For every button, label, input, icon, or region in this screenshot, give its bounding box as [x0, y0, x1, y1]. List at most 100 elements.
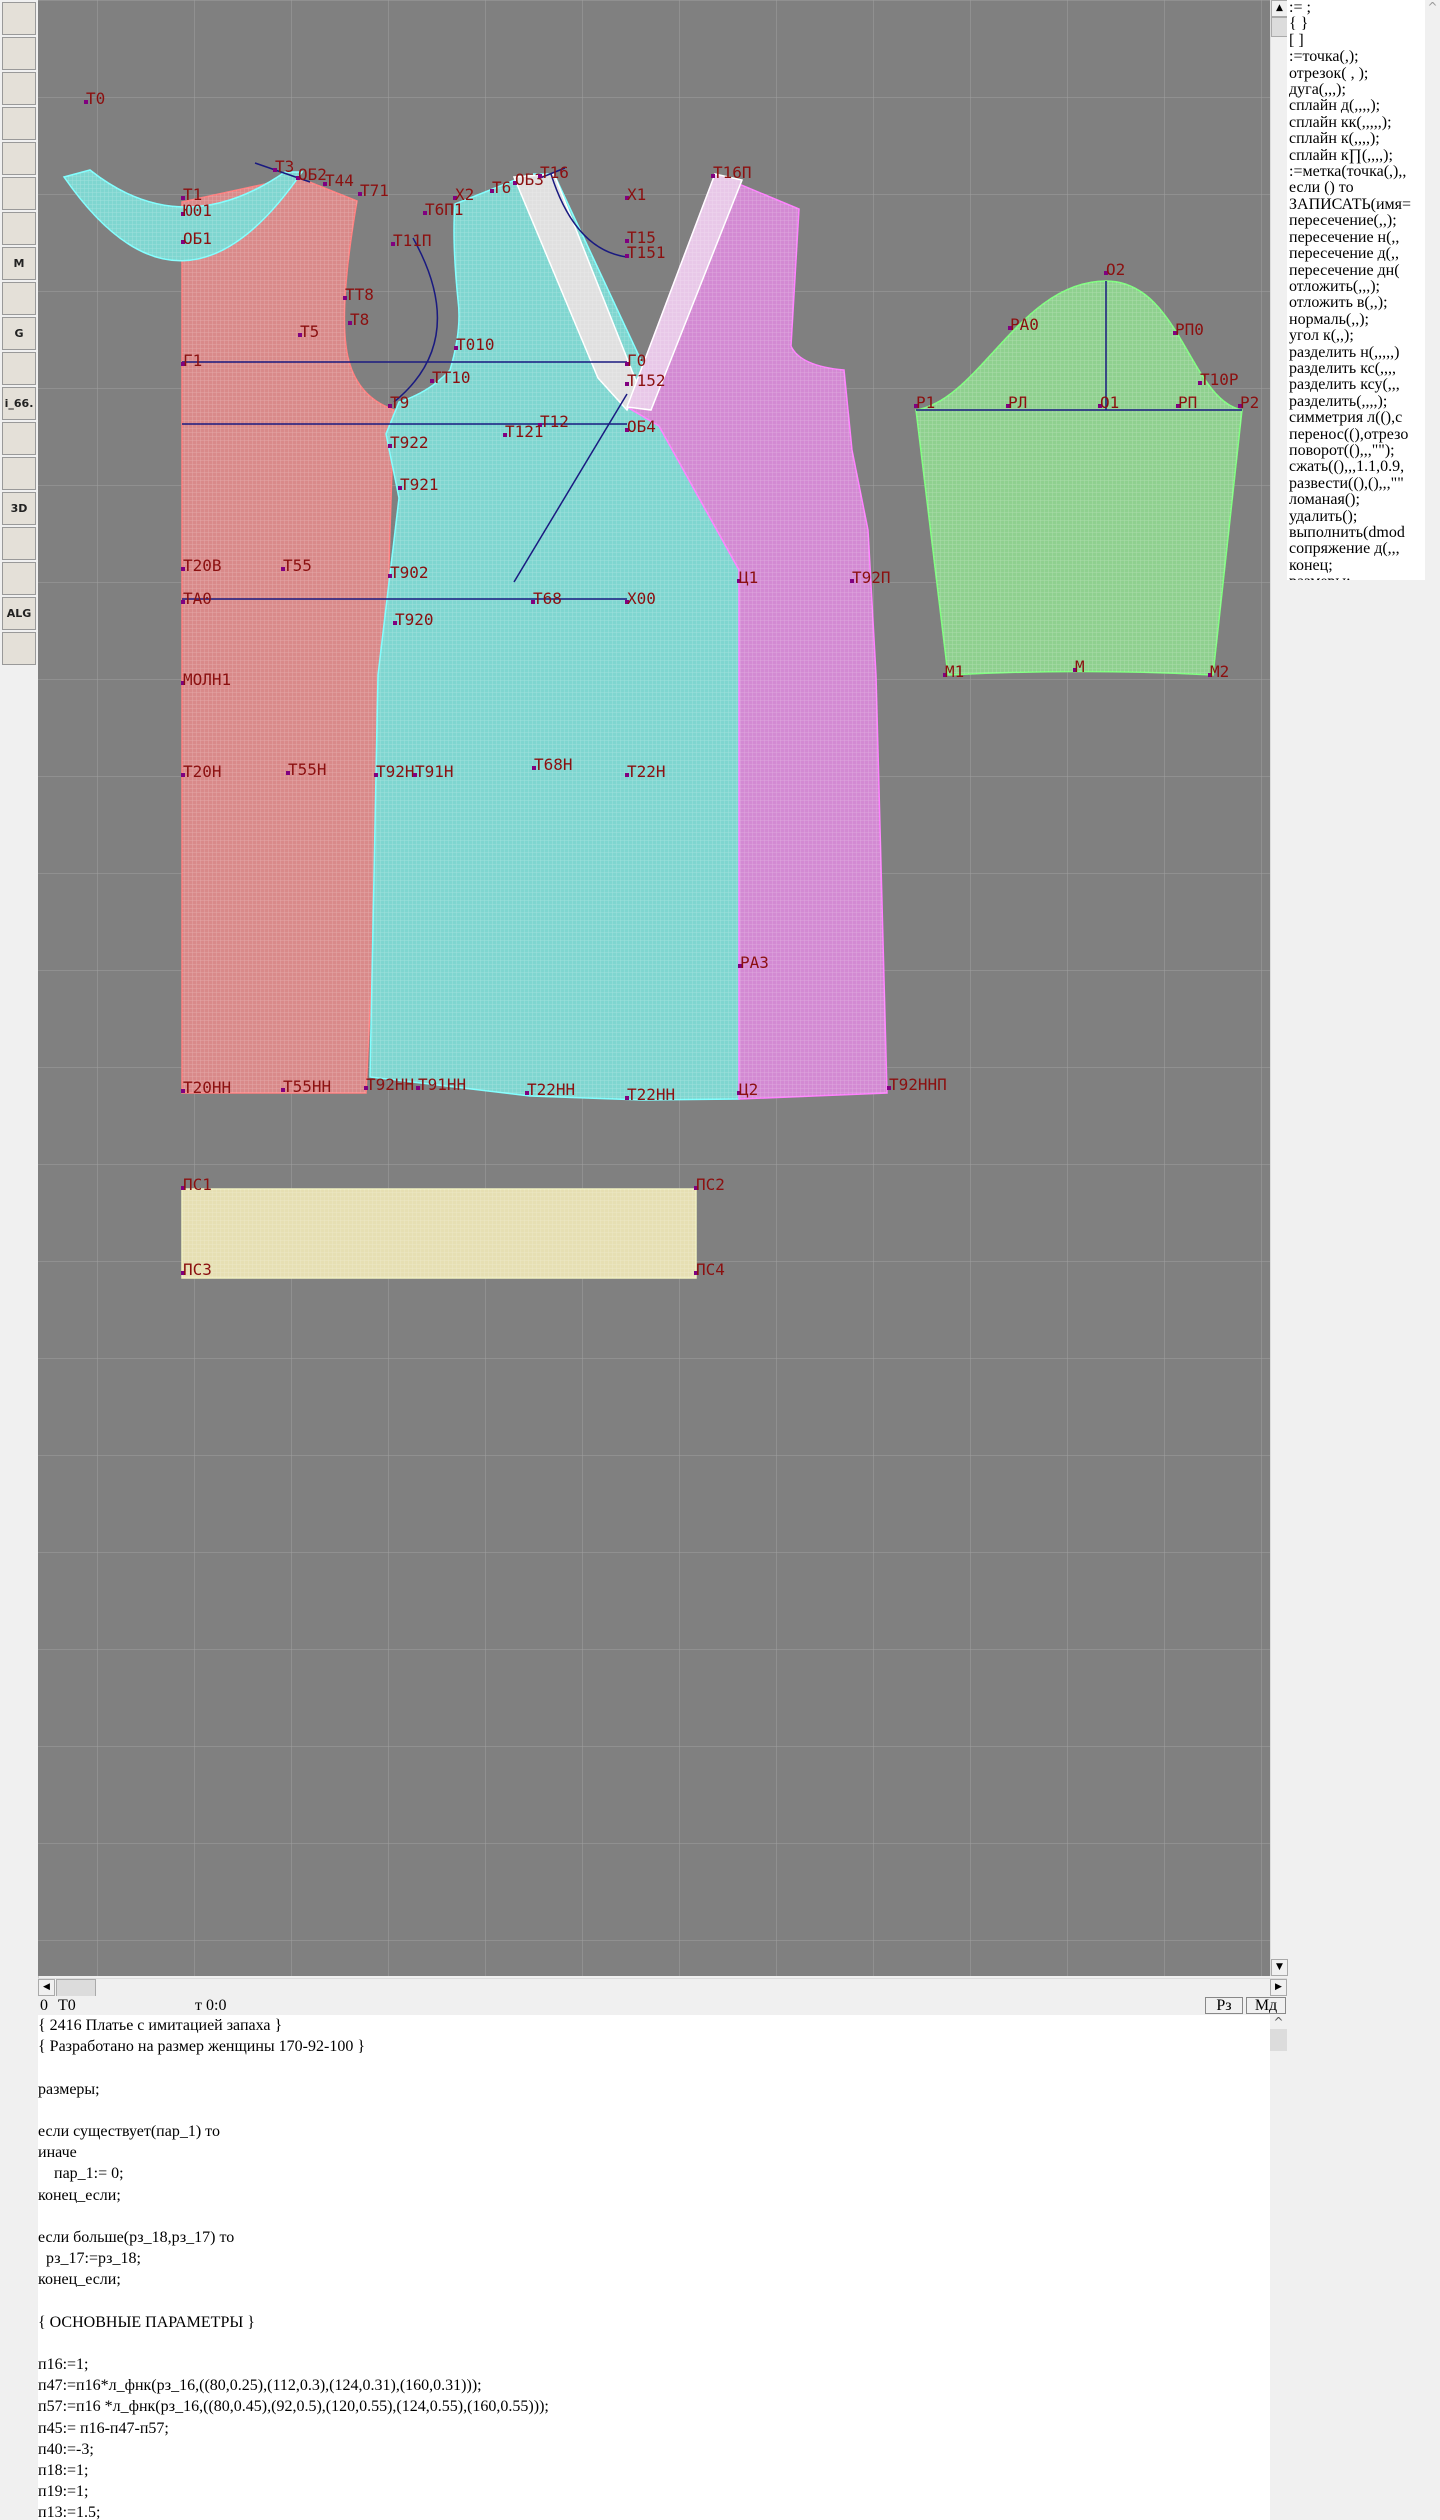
point-marker[interactable] [181, 212, 185, 216]
point-marker[interactable] [181, 600, 185, 604]
command-list[interactable]: := ;{ }[ ]:=точка(,); отрезок( , ); дуга(,… [1287, 0, 1425, 580]
point-marker[interactable] [181, 1271, 185, 1275]
compass-icon[interactable] [2, 282, 36, 315]
command-item[interactable]: ЗАПИСАТЬ(имя= [1289, 195, 1412, 213]
command-item[interactable]: поворот((),,,""); [1289, 441, 1395, 459]
model-button[interactable]: Мд [1246, 1997, 1286, 2014]
scroll-thumb[interactable] [56, 1979, 96, 1997]
point-marker[interactable] [388, 404, 392, 408]
point-marker[interactable] [532, 766, 536, 770]
point-marker[interactable] [1208, 673, 1212, 677]
code-editor[interactable]: { 2416 Платье с имитацией запаха } { Разр… [38, 2015, 1270, 2520]
command-item[interactable]: пересечение д(,, [1289, 245, 1400, 263]
front-side-piece[interactable] [627, 174, 887, 1099]
command-item[interactable]: отложить в(,,); [1289, 294, 1388, 312]
point-marker[interactable] [181, 567, 185, 571]
command-item[interactable]: перенос((),отрезо [1289, 425, 1409, 443]
command-item[interactable]: разделить(,,,,); [1289, 392, 1388, 410]
scroll-left-arrow[interactable]: ◀ [38, 1979, 55, 1996]
point-marker[interactable] [423, 211, 427, 215]
point-marker[interactable] [738, 964, 742, 968]
point-marker[interactable] [286, 771, 290, 775]
point-marker[interactable] [181, 681, 185, 685]
algorithm-icon[interactable]: ALG [2, 597, 36, 630]
point-marker[interactable] [1198, 381, 1202, 385]
point-marker[interactable] [625, 196, 629, 200]
canvas-horizontal-scrollbar[interactable]: ◀ ▶ [38, 1978, 1287, 1997]
command-item[interactable]: := ; [1289, 0, 1311, 16]
point-marker[interactable] [181, 1186, 185, 1190]
point-marker[interactable] [694, 1186, 698, 1190]
command-item[interactable]: сплайн кк(,,,,,); [1289, 113, 1392, 131]
point-marker[interactable] [181, 773, 185, 777]
point-marker[interactable] [413, 773, 417, 777]
point-marker[interactable] [181, 196, 185, 200]
point-marker[interactable] [625, 382, 629, 386]
point-marker[interactable] [181, 362, 185, 366]
command-item[interactable]: удалить(); [1289, 507, 1358, 525]
command-item[interactable]: разделить ксу(,,, [1289, 376, 1400, 394]
command-item[interactable]: [ ] [1289, 31, 1304, 49]
point-marker[interactable] [525, 1091, 529, 1095]
point-marker[interactable] [513, 181, 517, 185]
chevron-up-icon[interactable]: ^ [1273, 2015, 1284, 2029]
segment-icon[interactable] [2, 142, 36, 175]
point-marker[interactable] [430, 379, 434, 383]
point-marker[interactable] [391, 242, 395, 246]
command-item[interactable]: сплайн к(,,,,); [1289, 130, 1380, 148]
point-marker[interactable] [737, 1091, 741, 1095]
command-item[interactable]: пересечение(,,); [1289, 212, 1397, 230]
point-marker[interactable] [374, 773, 378, 777]
command-item[interactable]: симметрия л((),с [1289, 409, 1403, 427]
point-marker[interactable] [388, 444, 392, 448]
command-item[interactable]: если () то [1289, 179, 1354, 197]
grading-g-icon[interactable]: G [2, 317, 36, 350]
books-icon[interactable] [2, 562, 36, 595]
point-marker[interactable] [416, 1086, 420, 1090]
point-marker[interactable] [323, 182, 327, 186]
command-item[interactable]: ломаная(); [1289, 491, 1360, 509]
command-list-scrollbar[interactable]: ^ [1425, 0, 1440, 1976]
point-marker[interactable] [453, 196, 457, 200]
code-scrollbar[interactable]: ^ [1270, 2015, 1287, 2520]
command-item[interactable]: развести((),(),,,"" [1289, 474, 1404, 492]
sleeve-piece[interactable] [916, 281, 1242, 675]
pattern-m-icon[interactable]: M [2, 247, 36, 280]
point-marker[interactable] [625, 773, 629, 777]
command-item[interactable]: отложить(,,,); [1289, 277, 1380, 295]
scroll-down-arrow[interactable]: ▼ [1271, 1959, 1288, 1976]
point-marker[interactable] [490, 189, 494, 193]
command-item[interactable]: нормаль(,,); [1289, 310, 1369, 328]
belt-piece[interactable] [182, 1189, 696, 1278]
layout-icon[interactable] [2, 177, 36, 210]
point-marker[interactable] [358, 192, 362, 196]
point-marker[interactable] [273, 168, 277, 172]
command-item[interactable]: :=метка(точка(,),, [1289, 163, 1407, 181]
scroll-right-arrow[interactable]: ▶ [1270, 1979, 1287, 1996]
point-marker[interactable] [181, 240, 185, 244]
point-marker[interactable] [531, 600, 535, 604]
command-item[interactable]: { } [1289, 15, 1309, 33]
point-marker[interactable] [388, 574, 392, 578]
point-marker[interactable] [281, 1088, 285, 1092]
command-item[interactable]: пересечение н(,, [1289, 228, 1400, 246]
point-marker[interactable] [1238, 404, 1242, 408]
point-marker[interactable] [625, 239, 629, 243]
point-marker[interactable] [737, 579, 741, 583]
pattern-pieces-icon[interactable] [2, 72, 36, 105]
command-item[interactable]: сжать((),,,1.1,0.9, [1289, 458, 1405, 476]
front-facing-strip[interactable] [514, 174, 638, 410]
point-marker[interactable] [364, 1086, 368, 1090]
3d-icon[interactable]: 3D [2, 492, 36, 525]
command-item[interactable]: разделить кс(,,,, [1289, 359, 1397, 377]
point-marker[interactable] [1073, 668, 1077, 672]
point-marker[interactable] [914, 404, 918, 408]
point-marker[interactable] [943, 673, 947, 677]
point-marker[interactable] [503, 433, 507, 437]
list-icon[interactable] [2, 527, 36, 560]
grid-icon[interactable] [2, 107, 36, 140]
point-marker[interactable] [694, 1271, 698, 1275]
point-marker[interactable] [625, 1096, 629, 1100]
chevron-up-icon[interactable]: ^ [1427, 0, 1438, 14]
command-item[interactable]: выполнить(dmod [1289, 524, 1405, 541]
